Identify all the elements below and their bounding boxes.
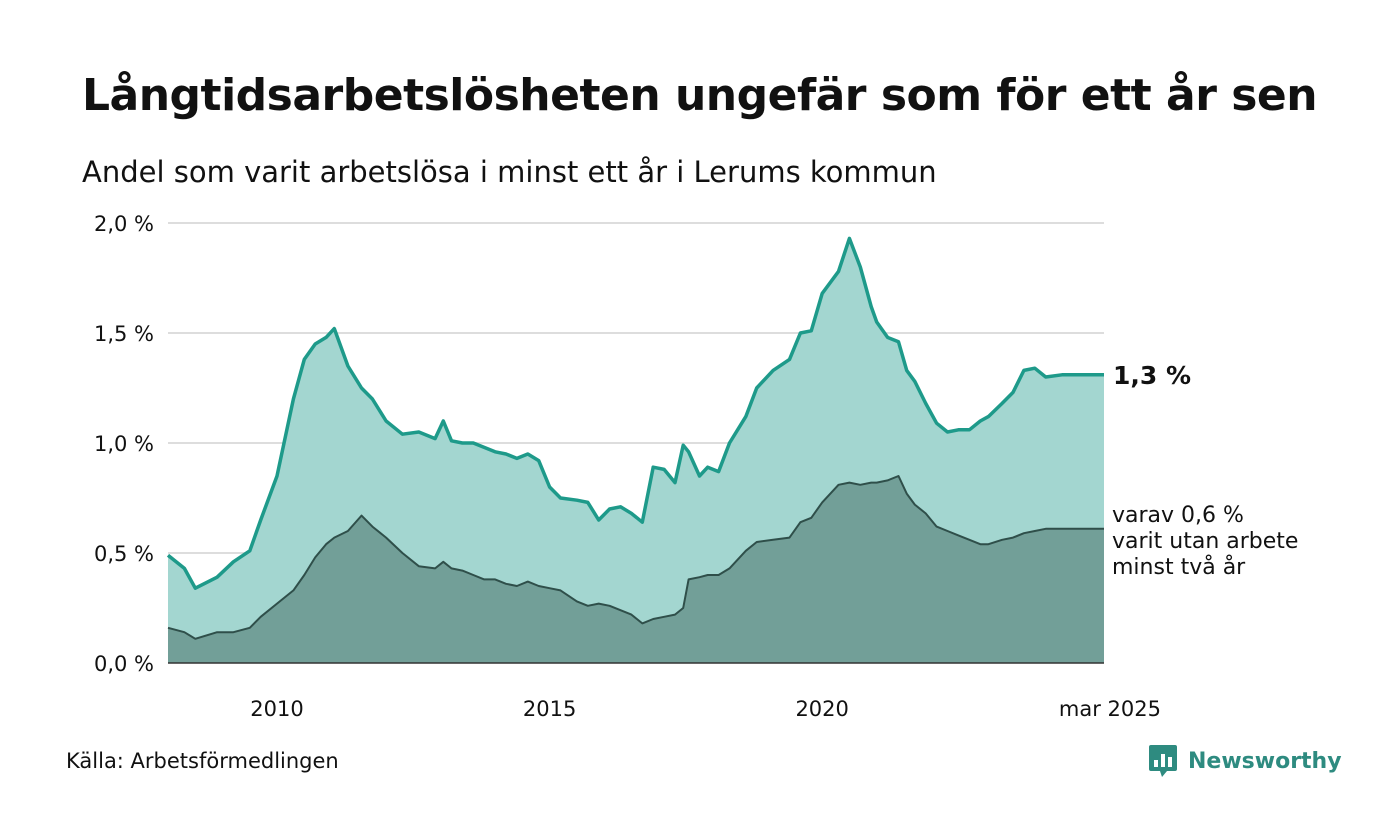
- newsworthy-logo-icon: [1149, 745, 1177, 777]
- brand-logo[interactable]: Newsworthy: [1148, 743, 1342, 779]
- y-tick-label: 1,5 %: [94, 322, 154, 346]
- x-tick-label: 2015: [523, 697, 576, 720]
- y-tick-label: 0,5 %: [94, 542, 154, 566]
- chart-subtitle: Andel som varit arbetslösa i minst ett å…: [82, 155, 937, 189]
- area-chart: 0,0 % 0,5 % 1,0 % 1,5 % 2,0 % 2010 2015 2020 ma…: [94, 212, 1298, 720]
- chart-title: Långtidsarbetslösheten ungefär som för e…: [82, 70, 1318, 121]
- source-note: Källa: Arbetsförmedlingen: [66, 749, 339, 773]
- x-tick-label: 2020: [795, 697, 848, 720]
- x-tick-label: 2010: [250, 697, 303, 720]
- line-two-years-unemployed: [167, 475, 1104, 640]
- y-axis-ticks: 0,0 % 0,5 % 1,0 % 1,5 % 2,0 %: [94, 212, 154, 676]
- brand-name: Newsworthy: [1188, 748, 1342, 774]
- area-two-years-unemployed: [168, 476, 1104, 663]
- annotation-two-years-line3: minst två år: [1112, 554, 1246, 580]
- annotation-two-years-line1: varav 0,6 %: [1112, 503, 1244, 528]
- annotation-two-years-line2: varit utan arbete: [1112, 529, 1298, 554]
- y-tick-label: 1,0 %: [94, 432, 154, 456]
- y-tick-label: 2,0 %: [94, 212, 154, 236]
- x-axis-ticks: 2010 2015 2020 mar 2025: [250, 697, 1161, 720]
- x-tick-label: mar 2025: [1059, 697, 1161, 720]
- annotation-total-end-value: 1,3 %: [1113, 361, 1191, 390]
- y-tick-label: 0,0 %: [94, 652, 154, 676]
- line-total-unemployed: [166, 236, 1104, 590]
